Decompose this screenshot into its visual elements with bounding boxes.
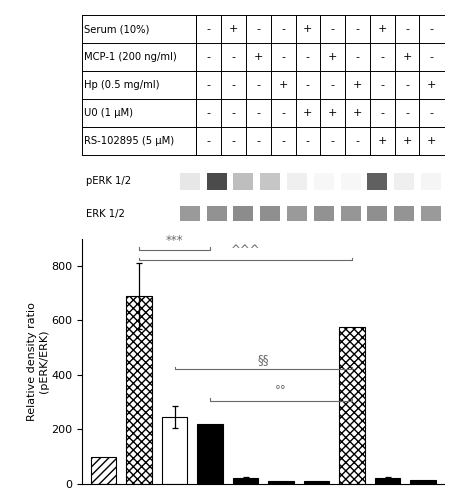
Bar (421, 207, 441, 221)
Bar (207, 173, 227, 190)
Bar (234, 207, 253, 221)
Text: -: - (331, 24, 335, 34)
Text: Hp (0.5 mg/ml): Hp (0.5 mg/ml) (84, 80, 160, 90)
Text: -: - (281, 52, 285, 62)
Text: -: - (405, 80, 409, 90)
Bar (367, 173, 387, 190)
Text: -: - (355, 24, 360, 34)
Bar (339, 327, 365, 484)
Bar (180, 173, 200, 190)
Text: -: - (430, 52, 434, 62)
Text: -: - (405, 108, 409, 118)
Bar (375, 478, 400, 484)
Text: -: - (232, 136, 235, 146)
Bar (287, 173, 307, 190)
Text: °°: °° (275, 385, 287, 398)
Text: -: - (306, 136, 310, 146)
Text: +: + (403, 52, 412, 62)
Bar (367, 207, 387, 221)
Text: -: - (207, 136, 211, 146)
Text: §§: §§ (257, 353, 269, 366)
Text: +: + (427, 80, 436, 90)
Bar (260, 173, 280, 190)
Text: -: - (281, 136, 285, 146)
Text: -: - (256, 108, 261, 118)
Bar (207, 207, 227, 221)
Text: ERK 1/2: ERK 1/2 (86, 209, 125, 219)
Text: pERK 1/2: pERK 1/2 (86, 176, 131, 186)
Text: +: + (278, 80, 288, 90)
Bar (304, 481, 329, 484)
Text: ***: *** (166, 234, 184, 247)
Text: -: - (207, 52, 211, 62)
Text: Serum (10%): Serum (10%) (84, 24, 150, 34)
Bar (233, 478, 258, 484)
Text: -: - (405, 24, 409, 34)
Text: -: - (232, 52, 235, 62)
Text: +: + (427, 136, 436, 146)
Text: +: + (353, 80, 362, 90)
Bar (126, 296, 152, 484)
Bar (162, 417, 187, 484)
Text: +: + (377, 24, 387, 34)
Text: +: + (229, 24, 238, 34)
Text: -: - (207, 80, 211, 90)
Bar (410, 480, 436, 484)
Bar (340, 173, 360, 190)
Text: +: + (303, 108, 313, 118)
Bar (394, 207, 414, 221)
Bar (314, 173, 334, 190)
Text: +: + (403, 136, 412, 146)
Text: -: - (256, 80, 261, 90)
Text: +: + (254, 52, 263, 62)
Bar (91, 457, 116, 484)
Text: -: - (281, 24, 285, 34)
Y-axis label: Relative density ratio
(pERK/ERK): Relative density ratio (pERK/ERK) (27, 302, 49, 421)
Bar (340, 207, 360, 221)
Text: +: + (303, 24, 313, 34)
Text: -: - (306, 80, 310, 90)
Text: +: + (353, 108, 362, 118)
Text: -: - (207, 24, 211, 34)
Text: MCP-1 (200 ng/ml): MCP-1 (200 ng/ml) (84, 52, 177, 62)
Text: -: - (232, 108, 235, 118)
Text: +: + (328, 108, 338, 118)
Bar (287, 207, 307, 221)
Bar (197, 424, 223, 484)
Bar (260, 207, 280, 221)
Text: -: - (256, 136, 261, 146)
Bar (421, 173, 441, 190)
Text: ^^^: ^^^ (231, 244, 261, 257)
Text: -: - (232, 80, 235, 90)
Text: U0 (1 μM): U0 (1 μM) (84, 108, 133, 118)
Text: -: - (355, 52, 360, 62)
Bar (394, 173, 414, 190)
Text: +: + (328, 52, 338, 62)
Text: -: - (430, 24, 434, 34)
Text: -: - (331, 80, 335, 90)
Text: -: - (281, 108, 285, 118)
Text: +: + (377, 136, 387, 146)
Text: -: - (207, 108, 211, 118)
Text: -: - (380, 52, 384, 62)
Bar (234, 173, 253, 190)
Bar (268, 481, 294, 484)
Text: -: - (380, 108, 384, 118)
Text: -: - (380, 80, 384, 90)
Text: -: - (430, 108, 434, 118)
Bar (180, 207, 200, 221)
Bar (314, 207, 334, 221)
Text: -: - (355, 136, 360, 146)
Text: -: - (256, 24, 261, 34)
Text: -: - (331, 136, 335, 146)
Text: -: - (306, 52, 310, 62)
Text: RS-102895 (5 μM): RS-102895 (5 μM) (84, 136, 174, 146)
